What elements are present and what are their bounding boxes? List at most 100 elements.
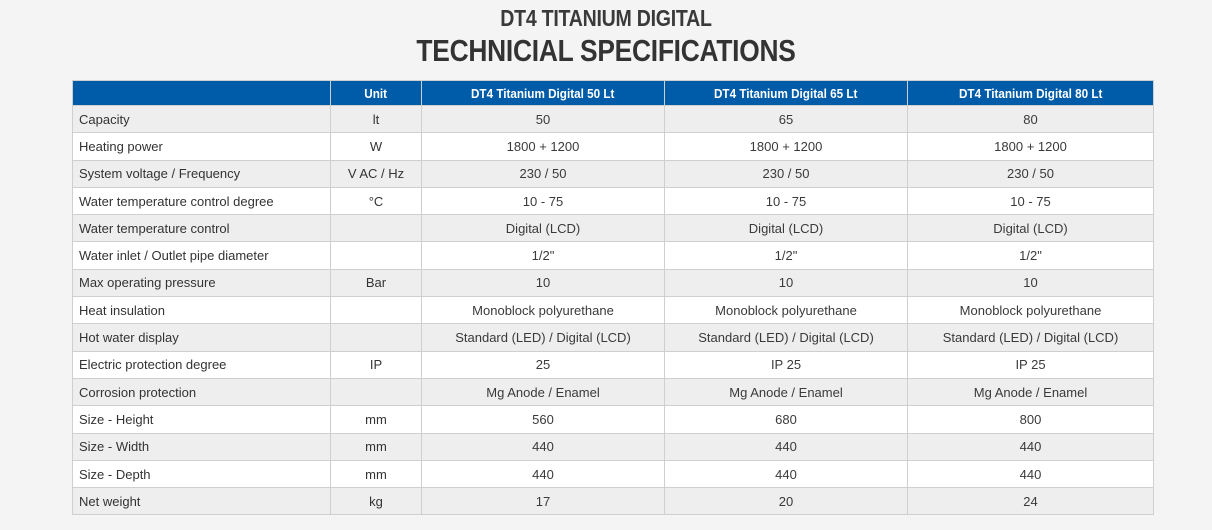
spec-label: Water temperature control degree bbox=[72, 186, 331, 216]
table-row: Size - Height mm 560 680 800 bbox=[72, 405, 1154, 434]
value-65: 680 bbox=[664, 405, 908, 434]
value-65: 10 bbox=[664, 268, 908, 298]
spec-label: Max operating pressure bbox=[72, 268, 331, 298]
value-65: 20 bbox=[664, 487, 908, 516]
value-80: IP 25 bbox=[907, 350, 1154, 379]
spec-unit: Bar bbox=[330, 268, 422, 298]
value-50: 1/2" bbox=[421, 241, 665, 270]
spec-unit: IP bbox=[330, 350, 422, 379]
table-row: Water temperature control Digital (LCD) Di… bbox=[72, 214, 1154, 243]
value-80: 440 bbox=[907, 459, 1154, 489]
header-row: Unit DT4 Titanium Digital 50 Lt DT4 Titani… bbox=[72, 80, 1154, 106]
value-65: Standard (LED) / Digital (LCD) bbox=[664, 323, 908, 352]
value-50: Monoblock polyurethane bbox=[421, 296, 665, 325]
value-50: 560 bbox=[421, 405, 665, 434]
value-80: 10 - 75 bbox=[907, 186, 1154, 216]
table-row: System voltage / Frequency V AC / Hz 230 /… bbox=[72, 159, 1154, 188]
value-80: Digital (LCD) bbox=[907, 214, 1154, 243]
header-label: Unit bbox=[364, 85, 388, 101]
spec-unit bbox=[330, 296, 422, 325]
spec-unit: mm bbox=[330, 459, 422, 489]
value-65: Digital (LCD) bbox=[664, 214, 908, 243]
spec-label: Size - Width bbox=[72, 432, 331, 461]
spec-unit: W bbox=[330, 132, 422, 161]
value-50: 10 - 75 bbox=[421, 186, 665, 216]
page-title: TECHNICIAL SPECIFICATIONS bbox=[416, 33, 796, 68]
value-50: 17 bbox=[421, 487, 665, 516]
value-80: Monoblock polyurethane bbox=[907, 296, 1154, 325]
value-50: 230 / 50 bbox=[421, 159, 665, 188]
table-row: Heating power W 1800 + 1200 1800 + 1200 1800… bbox=[72, 132, 1154, 161]
spec-label: Capacity bbox=[72, 104, 331, 134]
value-50: 1800 + 1200 bbox=[421, 132, 665, 161]
spec-label: Heating power bbox=[72, 132, 331, 161]
value-65: 10 - 75 bbox=[664, 186, 908, 216]
table-row: Size - Depth mm 440 440 440 bbox=[72, 459, 1154, 489]
spec-unit: V AC / Hz bbox=[330, 159, 422, 188]
spec-unit: lt bbox=[330, 104, 422, 134]
value-50: 440 bbox=[421, 432, 665, 461]
value-65: Mg Anode / Enamel bbox=[664, 377, 908, 407]
table-row: Water temperature control degree °C 10 - 7… bbox=[72, 186, 1154, 216]
table-row: Capacity lt 50 65 80 bbox=[72, 104, 1154, 134]
spec-label: Corrosion protection bbox=[72, 377, 331, 407]
spec-unit bbox=[330, 377, 422, 407]
spec-unit bbox=[330, 323, 422, 352]
value-80: 230 / 50 bbox=[907, 159, 1154, 188]
value-65: 1/2" bbox=[664, 241, 908, 270]
header-blank bbox=[72, 80, 331, 106]
value-80: 800 bbox=[907, 405, 1154, 434]
spec-label: Electric protection degree bbox=[72, 350, 331, 379]
spec-unit: mm bbox=[330, 432, 422, 461]
value-50: 50 bbox=[421, 104, 665, 134]
value-50: 440 bbox=[421, 459, 665, 489]
value-65: 1800 + 1200 bbox=[664, 132, 908, 161]
spec-label: Net weight bbox=[72, 487, 331, 516]
table-row: Size - Width mm 440 440 440 bbox=[72, 432, 1154, 461]
product-title: DT4 TITANIUM DIGITAL bbox=[500, 5, 712, 31]
value-65: IP 25 bbox=[664, 350, 908, 379]
value-65: 440 bbox=[664, 432, 908, 461]
value-65: 440 bbox=[664, 459, 908, 489]
value-65: 65 bbox=[664, 104, 908, 134]
spec-unit: mm bbox=[330, 405, 422, 434]
spec-label: System voltage / Frequency bbox=[72, 159, 331, 188]
value-50: Digital (LCD) bbox=[421, 214, 665, 243]
table-row: Heat insulation Monoblock polyurethane Mon… bbox=[72, 296, 1154, 325]
value-80: 10 bbox=[907, 268, 1154, 298]
value-50: 25 bbox=[421, 350, 665, 379]
spec-label: Water inlet / Outlet pipe diameter bbox=[72, 241, 331, 270]
header-model-50: DT4 Titanium Digital 50 Lt bbox=[421, 80, 665, 106]
value-80: 1800 + 1200 bbox=[907, 132, 1154, 161]
value-50: Mg Anode / Enamel bbox=[421, 377, 665, 407]
table-row: Water inlet / Outlet pipe diameter 1/2" 1/… bbox=[72, 241, 1154, 270]
spec-table: Unit DT4 Titanium Digital 50 Lt DT4 Titani… bbox=[72, 80, 1154, 516]
header-label: DT4 Titanium Digital 65 Lt bbox=[714, 85, 858, 101]
table-row: Hot water display Standard (LED) / Digita… bbox=[72, 323, 1154, 352]
spec-unit bbox=[330, 214, 422, 243]
table-row: Max operating pressure Bar 10 10 10 bbox=[72, 268, 1154, 298]
header-model-65: DT4 Titanium Digital 65 Lt bbox=[664, 80, 908, 106]
spec-label: Size - Depth bbox=[72, 459, 331, 489]
value-80: 80 bbox=[907, 104, 1154, 134]
value-65: Monoblock polyurethane bbox=[664, 296, 908, 325]
value-50: 10 bbox=[421, 268, 665, 298]
spec-label: Hot water display bbox=[72, 323, 331, 352]
spec-label: Size - Height bbox=[72, 405, 331, 434]
spec-label: Water temperature control bbox=[72, 214, 331, 243]
value-80: Mg Anode / Enamel bbox=[907, 377, 1154, 407]
table-row: Net weight kg 17 20 24 bbox=[72, 487, 1154, 516]
header-unit: Unit bbox=[330, 80, 422, 106]
value-80: 440 bbox=[907, 432, 1154, 461]
spec-label: Heat insulation bbox=[72, 296, 331, 325]
value-80: Standard (LED) / Digital (LCD) bbox=[907, 323, 1154, 352]
value-80: 24 bbox=[907, 487, 1154, 516]
table-row: Electric protection degree IP 25 IP 25 IP 25 bbox=[72, 350, 1154, 379]
spec-unit bbox=[330, 241, 422, 270]
value-50: Standard (LED) / Digital (LCD) bbox=[421, 323, 665, 352]
value-80: 1/2" bbox=[907, 241, 1154, 270]
header-model-80: DT4 Titanium Digital 80 Lt bbox=[907, 80, 1154, 106]
value-65: 230 / 50 bbox=[664, 159, 908, 188]
table-row: Corrosion protection Mg Anode / Enamel Mg … bbox=[72, 377, 1154, 407]
header-label: DT4 Titanium Digital 50 Lt bbox=[471, 85, 615, 101]
